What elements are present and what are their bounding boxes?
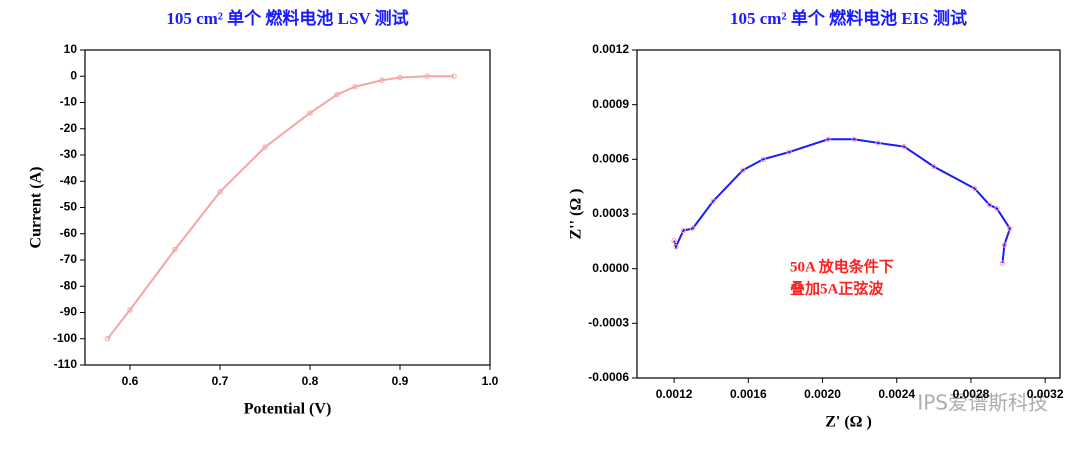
y-tick-label: -40 <box>60 173 78 187</box>
point <box>931 163 937 170</box>
chart-title: 105 cm² 单个 燃料电池 LSV 测试 <box>166 8 408 28</box>
point <box>104 336 111 342</box>
point <box>262 144 268 150</box>
point <box>334 91 340 98</box>
point <box>172 246 178 253</box>
x-tick-label: 0.7 <box>212 374 229 388</box>
point <box>397 74 403 81</box>
y-tick-label: -60 <box>60 226 78 240</box>
y-tick-label: 0.0012 <box>592 42 629 56</box>
point <box>217 189 223 195</box>
y-tick-label: -70 <box>60 252 78 266</box>
point <box>379 77 385 83</box>
point <box>999 260 1006 266</box>
y-tick-label: -80 <box>60 278 78 292</box>
point <box>786 149 792 155</box>
series-line <box>673 138 1012 264</box>
y-tick-label: -100 <box>53 331 77 345</box>
y-tick-label: 10 <box>64 42 78 56</box>
point <box>307 110 313 116</box>
x-tick-label: 0.8 <box>302 374 319 388</box>
y-tick-label: -0.0003 <box>588 316 629 330</box>
point <box>1001 242 1008 248</box>
x-axis-label: Z' (Ω ) <box>825 414 872 431</box>
y-tick-label: 0.0006 <box>592 152 629 166</box>
point <box>673 244 679 250</box>
x-tick-label: 0.0020 <box>804 387 841 401</box>
point <box>875 140 881 146</box>
x-tick-label: 0.0024 <box>878 387 915 401</box>
x-tick-label: 0.0012 <box>656 387 693 401</box>
point <box>680 227 687 234</box>
y-axis-label: Z'' (Ω ) <box>568 188 585 239</box>
point <box>710 198 716 204</box>
point <box>851 136 857 142</box>
point <box>352 84 358 90</box>
y-axis-label: Current (A) <box>28 167 45 249</box>
y-tick-label: -10 <box>60 95 78 109</box>
y-tick-label: -90 <box>60 305 78 319</box>
x-tick-label: 0.9 <box>392 374 409 388</box>
y-tick-label: -0.0006 <box>588 370 629 384</box>
y-tick-label: 0 <box>70 68 77 82</box>
y-tick-label: -20 <box>60 121 78 135</box>
point <box>971 185 978 192</box>
point <box>127 307 133 313</box>
point <box>994 205 1000 212</box>
watermark: IPS爱谱斯科技 <box>917 391 1048 415</box>
point <box>424 73 430 79</box>
point <box>689 225 696 232</box>
y-tick-label: -30 <box>60 147 78 161</box>
point <box>740 167 746 173</box>
plot-frame <box>84 49 491 366</box>
point <box>1007 225 1013 232</box>
y-tick-label: 0.0000 <box>592 261 629 275</box>
point <box>451 73 457 79</box>
plot-frame <box>636 49 1061 379</box>
y-tick-label: -50 <box>60 200 78 214</box>
point <box>760 156 766 163</box>
x-axis-label: Potential (V) <box>244 401 332 418</box>
x-tick-label: 0.0016 <box>730 387 767 401</box>
x-tick-label: 0.0028 <box>953 387 990 401</box>
point <box>901 143 907 150</box>
point <box>986 202 993 208</box>
annotation: 叠加5A正弦波 <box>790 279 884 297</box>
series-line <box>106 75 454 340</box>
chart-title: 105 cm² 单个 燃料电池 EIS 测试 <box>730 8 967 28</box>
x-tick-label: 0.0032 <box>1027 387 1064 401</box>
y-tick-label: -110 <box>54 357 78 371</box>
point <box>671 237 677 244</box>
y-tick-label: 0.0009 <box>592 97 629 111</box>
y-tick-label: 0.0003 <box>592 206 629 220</box>
point <box>825 136 831 142</box>
x-tick-label: 0.6 <box>122 374 139 388</box>
x-tick-label: 1.0 <box>482 374 499 388</box>
annotation: 50A 放电条件下 <box>790 257 894 275</box>
